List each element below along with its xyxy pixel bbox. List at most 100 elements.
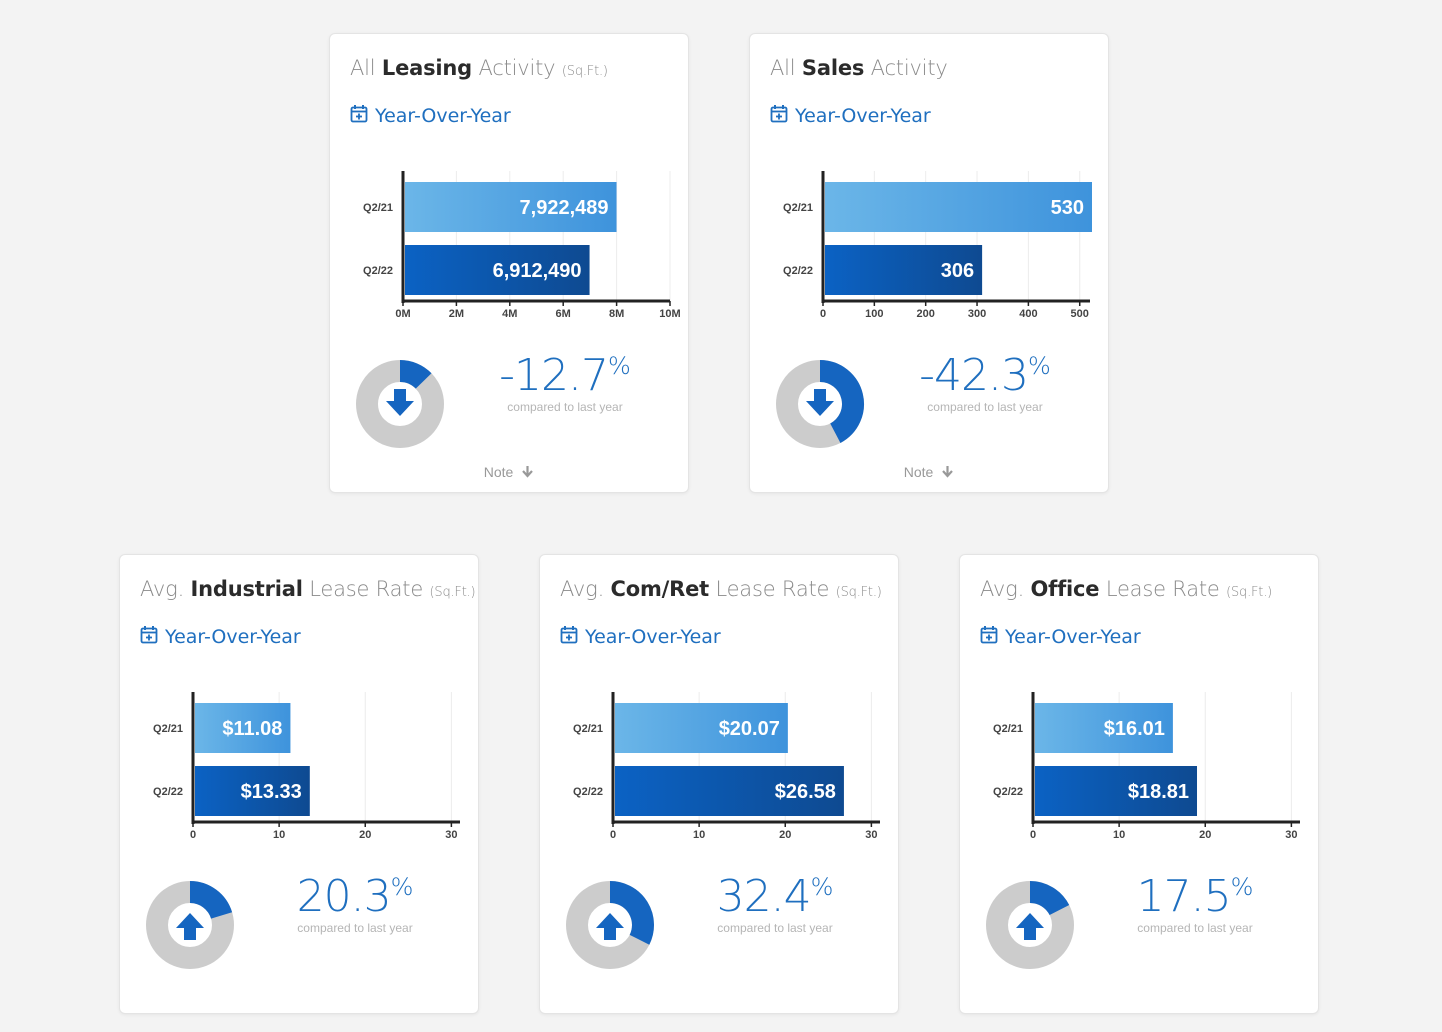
period-selector[interactable]: Year-Over-Year [350, 104, 511, 128]
change-unit: % [608, 352, 631, 380]
bar-chart: 7,922,489 Q2/21 6,912,490 Q2/22 0M 2M 4M 6M 8M 10… [363, 171, 681, 320]
change-unit: % [1230, 873, 1254, 901]
change-percent: 20.3% [270, 875, 440, 919]
tick-label: 100 [865, 308, 883, 320]
bar-value-label: 306 [941, 260, 974, 282]
tick-label: 200 [917, 308, 935, 320]
tick-label: 10 [1113, 829, 1125, 841]
card-title-prefix: Avg. [980, 577, 1031, 601]
bar-value-label: 530 [1051, 197, 1084, 219]
bar-chart: $11.08 Q2/21 $13.33 Q2/22 0 10 20 30 [153, 692, 460, 841]
tick-label: 2M [449, 308, 464, 320]
card-title-strong: Industrial [190, 577, 303, 601]
card-title: Avg. Office Lease Rate (Sq.Ft.) [980, 577, 1272, 601]
tick-label: 6M [556, 308, 571, 320]
card-title-prefix: All [350, 56, 382, 80]
change-unit: % [1028, 352, 1051, 380]
card-title-unit: (Sq.Ft.) [429, 585, 476, 600]
stat-card: Avg. Industrial Lease Rate (Sq.Ft.) Year… [119, 554, 479, 1014]
card-title-strong: Sales [801, 56, 865, 80]
bar-value-label: $16.01 [1104, 718, 1165, 740]
category-label: Q2/22 [783, 265, 813, 277]
category-label: Q2/22 [993, 786, 1023, 798]
change-value: 17.5 [1136, 871, 1232, 922]
tick-label: 30 [865, 829, 877, 841]
category-label: Q2/21 [993, 723, 1023, 735]
category-label: Q2/22 [573, 786, 603, 798]
bar-chart: $16.01 Q2/21 $18.81 Q2/22 0 10 20 30 [993, 692, 1300, 841]
change-value: -12.7 [499, 350, 609, 401]
tick-label: 0M [395, 308, 410, 320]
category-label: Q2/22 [153, 786, 183, 798]
card-title: Avg. Com/Ret Lease Rate (Sq.Ft.) [560, 577, 882, 601]
arrow-down-icon [517, 464, 534, 480]
period-label: Year-Over-Year [165, 626, 301, 648]
card-title-strong: Com/Ret [610, 577, 710, 601]
bar [825, 245, 983, 295]
period-selector[interactable]: Year-Over-Year [560, 625, 721, 649]
bar-value-label: $20.07 [719, 718, 780, 740]
tick-label: 0 [1030, 829, 1036, 841]
period-label: Year-Over-Year [795, 105, 931, 127]
category-label: Q2/21 [153, 723, 183, 735]
tick-label: 0 [610, 829, 616, 841]
change-donut [986, 881, 1074, 969]
calendar-plus-icon [770, 104, 788, 128]
card-title-prefix: All [770, 56, 802, 80]
card-title-unit: (Sq.Ft.) [1226, 585, 1273, 600]
period-selector[interactable]: Year-Over-Year [770, 104, 931, 128]
bar [615, 766, 844, 816]
category-label: Q2/21 [783, 202, 813, 214]
tick-label: 20 [1199, 829, 1211, 841]
tick-label: 0 [820, 308, 826, 320]
bar-value-label: $26.58 [775, 781, 836, 803]
calendar-plus-icon [350, 104, 368, 128]
card-title-strong: Office [1030, 577, 1100, 601]
tick-label: 400 [1019, 308, 1037, 320]
donut-fill [1029, 881, 1070, 916]
card-title: All Leasing Activity (Sq.Ft.) [350, 56, 608, 80]
arrow-down-icon [386, 389, 414, 416]
card-title-suffix: Activity [864, 56, 948, 80]
note-link[interactable]: Note [330, 464, 688, 480]
bar-value-label: $13.33 [241, 781, 302, 803]
change-percent: 32.4% [690, 875, 860, 919]
change-value: 20.3 [296, 871, 392, 922]
card-title-prefix: Avg. [140, 577, 191, 601]
donut-fill [609, 881, 654, 945]
change-block: -42.3% compared to last year [900, 354, 1070, 415]
tick-label: 20 [779, 829, 791, 841]
note-label: Note [903, 464, 934, 480]
change-value: 32.4 [716, 871, 812, 922]
card-title-strong: Leasing [381, 56, 472, 80]
card-title-suffix: Lease Rate [708, 577, 836, 601]
category-label: Q2/21 [573, 723, 603, 735]
arrow-down-icon [806, 389, 834, 416]
change-block: -12.7% compared to last year [480, 352, 650, 415]
tick-label: 10M [659, 308, 680, 320]
tick-label: 8M [609, 308, 624, 320]
donut-fill [189, 881, 233, 920]
calendar-plus-icon [980, 625, 998, 649]
bar [1035, 703, 1173, 753]
period-selector[interactable]: Year-Over-Year [980, 625, 1141, 649]
tick-label: 10 [693, 829, 705, 841]
change-donut [776, 360, 864, 448]
stat-card: All Sales Activity Year-Over-Year 530 Q2/… [749, 33, 1109, 493]
arrow-down-icon [937, 464, 954, 480]
period-selector[interactable]: Year-Over-Year [140, 625, 301, 649]
card-title-unit: (Sq.Ft.) [835, 585, 882, 600]
change-block: 20.3% compared to last year [270, 875, 440, 936]
card-title: All Sales Activity [770, 56, 948, 80]
note-link[interactable]: Note [750, 464, 1108, 480]
donut-fill [399, 360, 432, 390]
period-label: Year-Over-Year [375, 105, 511, 127]
card-title-suffix: Lease Rate [302, 577, 430, 601]
bar-value-label: $18.81 [1128, 781, 1189, 803]
change-percent: -42.3% [900, 354, 1070, 398]
bar-value-label: $11.08 [222, 718, 282, 740]
change-unit: % [810, 873, 834, 901]
compared-label: compared to last year [297, 921, 413, 935]
bar-chart: $20.07 Q2/21 $26.58 Q2/22 0 10 20 30 [573, 692, 880, 841]
tick-label: 4M [502, 308, 517, 320]
